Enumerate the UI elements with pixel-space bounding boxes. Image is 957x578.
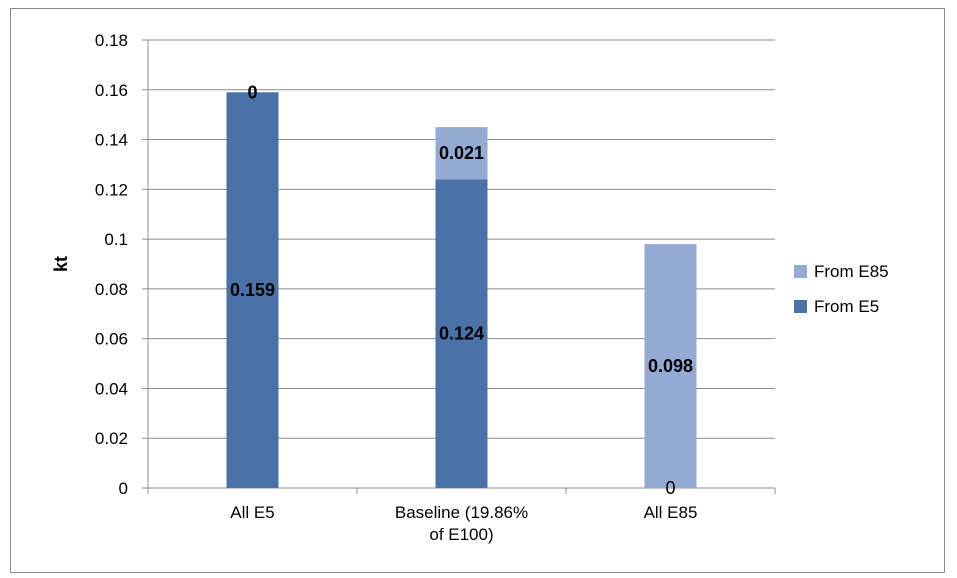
y-tick-label: 0.06 [95, 330, 128, 349]
y-tick-label: 0.1 [104, 230, 128, 249]
data-labels: 0.159 0 0.124 0.021 0 0.098 [230, 82, 693, 498]
x-tick-label: All E5 [230, 503, 274, 522]
bar-segment [644, 244, 697, 488]
y-tick-label: 0 [119, 479, 128, 498]
y-tick-label: 0.12 [95, 180, 128, 199]
legend-swatch [794, 300, 807, 313]
y-tick-labels: 0 0.02 0.04 0.06 0.08 0.1 0.12 0.14 0.16 0.18 [95, 31, 128, 498]
y-tick-label: 0.14 [95, 131, 128, 150]
data-label: 0.159 [230, 280, 275, 300]
legend-swatch [794, 265, 807, 278]
y-axis-title: kt [51, 256, 71, 272]
y-tick-label: 0.16 [95, 81, 128, 100]
x-tick-labels: All E5 Baseline (19.86% of E100) All E85 [230, 503, 697, 544]
data-label: 0.124 [439, 324, 484, 344]
x-tick-label: of E100) [429, 525, 493, 544]
x-tick-label: All E85 [644, 503, 698, 522]
data-label: 0.021 [439, 143, 484, 163]
data-label: 0 [665, 478, 675, 498]
y-tick-label: 0.18 [95, 31, 128, 50]
y-tick-label: 0.04 [95, 379, 128, 398]
bar-segment [226, 92, 279, 489]
bar-segment [435, 127, 488, 180]
y-tick-label: 0.02 [95, 429, 128, 448]
y-tick-label: 0.08 [95, 280, 128, 299]
legend: From E85 From E5 [794, 262, 889, 316]
bar-segment [435, 179, 488, 488]
bars [226, 92, 697, 489]
x-tick-label: Baseline (19.86% [395, 503, 528, 522]
legend-label: From E5 [814, 297, 879, 316]
legend-label: From E85 [814, 262, 889, 281]
data-label: 0 [247, 82, 257, 102]
data-label: 0.098 [648, 356, 693, 376]
